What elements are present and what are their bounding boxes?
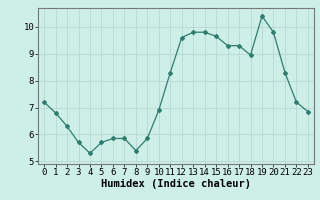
- X-axis label: Humidex (Indice chaleur): Humidex (Indice chaleur): [101, 179, 251, 189]
